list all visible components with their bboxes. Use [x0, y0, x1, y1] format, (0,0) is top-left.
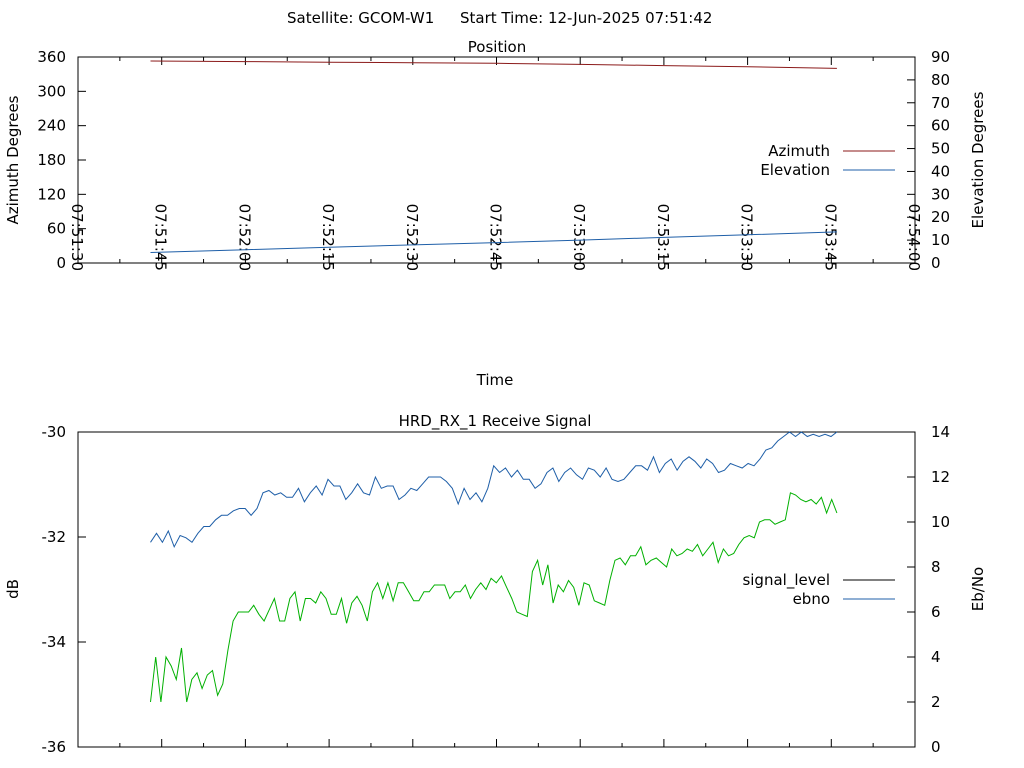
signal-series	[150, 431, 838, 703]
position-chart-title: Position	[468, 38, 526, 56]
elevation-tick-label: 20	[931, 208, 950, 226]
azimuth-tick-label: 180	[37, 151, 66, 169]
time-tick-label: 07:53:00	[570, 204, 588, 271]
elevation-line	[150, 231, 837, 253]
satellite-label: Satellite: GCOM-W1	[287, 9, 434, 27]
legend-label-signal_level: signal_level	[742, 571, 830, 590]
elevation-tick-label: 90	[931, 48, 950, 66]
time-tick-label: 07:53:45	[821, 204, 839, 271]
azimuth-line	[150, 60, 837, 69]
elevation-tick-label: 0	[931, 254, 941, 272]
start-time-label: Start Time: 12-Jun-2025 07:51:42	[460, 9, 712, 27]
time-tick-label: 07:51:30	[68, 204, 86, 271]
elevation-axis-label: Elevation Degrees	[969, 91, 987, 228]
azimuth-tick-label: 60	[47, 220, 66, 238]
ebno-line	[150, 431, 838, 549]
legend-label-ebno: ebno	[793, 590, 830, 608]
ebno-tick-label: 6	[931, 603, 941, 621]
db-tick-label: -36	[42, 738, 67, 756]
elevation-tick-label: 50	[931, 140, 950, 158]
signal-chart-title: HRD_RX_1 Receive Signal	[399, 412, 592, 431]
time-tick-label: 07:52:15	[319, 204, 337, 271]
time-tick-label: 07:54:00	[905, 204, 923, 271]
position-chart: Position Azimuth Degrees Elevation Degre…	[4, 38, 987, 389]
time-axis-label: Time	[476, 371, 514, 389]
legend-label-azimuth: Azimuth	[768, 142, 830, 160]
elevation-tick-label: 70	[931, 94, 950, 112]
time-tick-label: 07:51:45	[152, 204, 170, 271]
azimuth-tick-label: 240	[37, 117, 66, 135]
db-tick-label: -32	[42, 528, 67, 546]
elevation-tick-label: 30	[931, 185, 950, 203]
position-series	[150, 60, 837, 253]
db-tick-label: -30	[42, 423, 67, 441]
ebno-tick-label: 0	[931, 738, 941, 756]
azimuth-tick-label: 0	[56, 254, 66, 272]
signal-plot-frame	[77, 431, 916, 748]
db-tick-label: -34	[42, 633, 67, 651]
ebno-tick-label: 10	[931, 513, 950, 531]
azimuth-tick-label: 120	[37, 185, 66, 203]
position-ticks: 0 60 120 180 240 300 360 0 10 20 30 40 50 60 70 80 90 07:…	[37, 48, 950, 272]
db-axis-label: dB	[4, 579, 22, 599]
time-tick-label: 07:52:30	[403, 204, 421, 271]
elevation-tick-label: 80	[931, 71, 950, 89]
signal-ticks: -36 -34 -32 -30 0 2 4 6 8 10 12 14	[42, 423, 951, 756]
time-tick-label: 07:52:00	[235, 204, 253, 271]
green-signal-line	[150, 492, 838, 703]
ebno-tick-label: 14	[931, 423, 950, 441]
ebno-tick-label: 8	[931, 558, 941, 576]
legend-label-elevation: Elevation	[760, 161, 830, 179]
elevation-tick-label: 40	[931, 162, 950, 180]
elevation-tick-label: 10	[931, 231, 950, 249]
elevation-tick-label: 60	[931, 117, 950, 135]
azimuth-axis-label: Azimuth Degrees	[4, 95, 22, 224]
signal-chart: HRD_RX_1 Receive Signal dB Eb/No -36-34-…	[4, 412, 987, 756]
azimuth-tick-label: 360	[37, 48, 66, 66]
ebno-tick-label: 4	[931, 648, 941, 666]
time-tick-label: 07:53:30	[738, 204, 756, 271]
ebno-axis-label: Eb/No	[969, 567, 987, 611]
ebno-tick-label: 2	[931, 693, 941, 711]
time-tick-label: 07:52:45	[487, 204, 505, 271]
ebno-tick-label: 12	[931, 468, 950, 486]
azimuth-tick-label: 300	[37, 82, 66, 100]
